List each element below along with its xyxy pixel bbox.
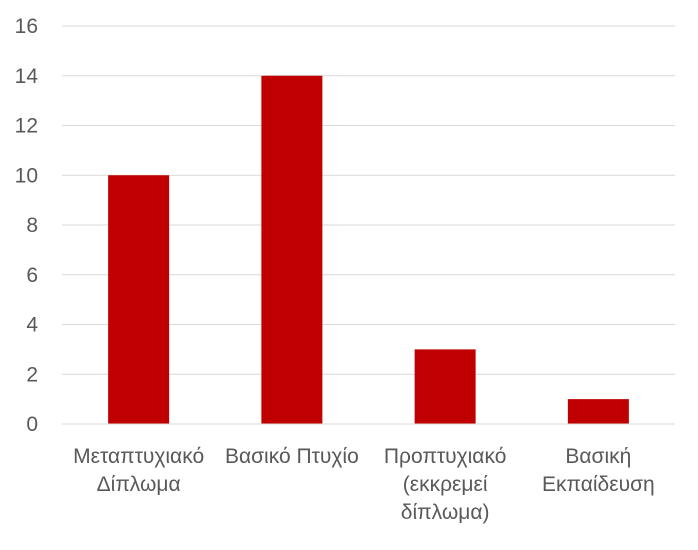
y-tick-label: 8 bbox=[26, 214, 38, 237]
y-tick-label: 16 bbox=[15, 15, 38, 38]
x-category-label-line: δίπλωμα) bbox=[401, 501, 490, 524]
bar-3 bbox=[414, 349, 476, 424]
y-axis-tick-labels: 0 2 4 6 8 10 12 14 16 bbox=[15, 15, 39, 436]
bars bbox=[108, 75, 629, 424]
y-tick-label: 10 bbox=[15, 164, 38, 187]
x-category-label-line: Μεταπτυχιακό bbox=[73, 445, 204, 468]
x-category-label-line: Εκπαίδευση bbox=[542, 473, 655, 496]
y-tick-label: 0 bbox=[26, 413, 38, 436]
bar-1 bbox=[108, 175, 170, 424]
bar-2 bbox=[261, 75, 323, 424]
x-category-label: Βασικό Πτυχίο bbox=[225, 445, 359, 468]
x-category-label: Μεταπτυχιακό Δίπλωμα bbox=[73, 445, 204, 496]
x-category-label-line: Βασικό Πτυχίο bbox=[225, 445, 359, 468]
y-tick-label: 2 bbox=[26, 363, 38, 386]
x-category-label-line: Προπτυχιακό bbox=[384, 445, 507, 468]
y-tick-label: 12 bbox=[15, 115, 38, 138]
y-tick-label: 14 bbox=[15, 65, 39, 88]
x-category-label-line: Δίπλωμα bbox=[97, 473, 181, 496]
x-category-label-line: (εκκρεμεί bbox=[403, 473, 488, 496]
bar-4 bbox=[567, 399, 629, 424]
x-category-label-line: Βασική bbox=[565, 445, 631, 468]
y-tick-label: 4 bbox=[26, 314, 38, 337]
x-category-label: Προπτυχιακό (εκκρεμεί δίπλωμα) bbox=[384, 445, 507, 524]
y-tick-label: 6 bbox=[26, 264, 38, 287]
x-axis-category-labels: Μεταπτυχιακό Δίπλωμα Βασικό Πτυχίο Προπτυχι… bbox=[73, 445, 655, 524]
x-category-label: Βασική Εκπαίδευση bbox=[542, 445, 655, 496]
